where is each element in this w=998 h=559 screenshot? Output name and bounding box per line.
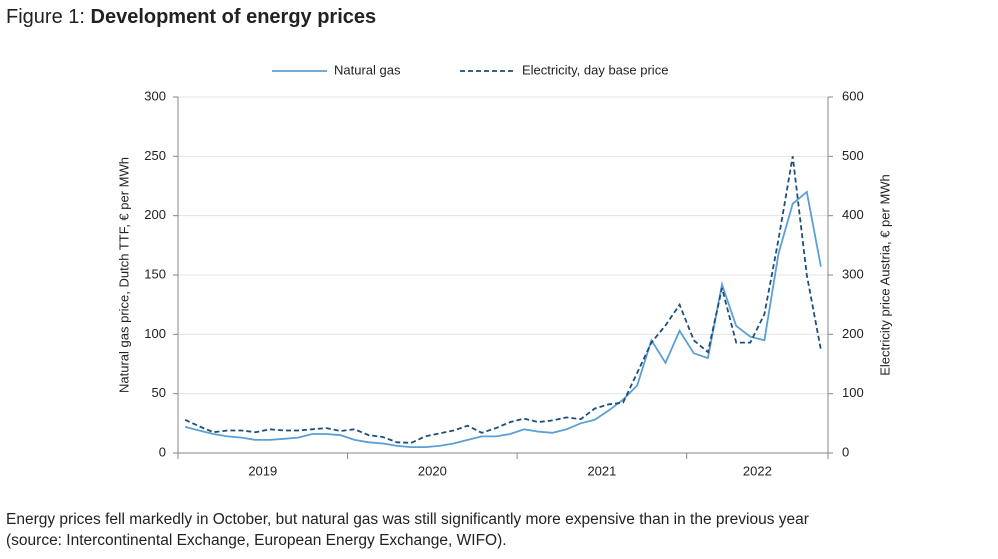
series-line bbox=[184, 156, 822, 444]
y-axis-label: Natural gas price, Dutch TTF, € per MWh bbox=[116, 157, 131, 393]
x-tick-label: 2020 bbox=[418, 463, 447, 478]
y-tick-label: 100 bbox=[144, 326, 166, 341]
y2-tick-label: 200 bbox=[842, 326, 864, 341]
y2-tick-label: 0 bbox=[842, 444, 849, 459]
y2-axis-label: Electricity price Austria, € per MWh bbox=[877, 174, 892, 376]
caption-line: (source: Intercontinental Exchange, Euro… bbox=[6, 532, 507, 549]
x-tick-label: 2021 bbox=[587, 463, 616, 478]
y2-tick-label: 300 bbox=[842, 266, 864, 281]
legend-label: Natural gas bbox=[334, 62, 401, 77]
y-tick-label: 200 bbox=[144, 207, 166, 222]
chart-title: Figure 1: Development of energy prices bbox=[6, 6, 376, 28]
legend-label: Electricity, day base price bbox=[522, 62, 668, 77]
y-tick-label: 150 bbox=[144, 266, 166, 281]
y-tick-label: 0 bbox=[159, 444, 166, 459]
y2-tick-label: 100 bbox=[842, 385, 864, 400]
y2-tick-label: 500 bbox=[842, 148, 864, 163]
series-line bbox=[184, 190, 822, 448]
caption-line: Energy prices fell markedly in October, … bbox=[6, 511, 809, 528]
y-tick-label: 250 bbox=[144, 148, 166, 163]
x-tick-label: 2019 bbox=[248, 463, 277, 478]
y-tick-label: 300 bbox=[144, 88, 166, 103]
title-prefix: Figure 1: bbox=[6, 6, 85, 28]
y2-tick-label: 400 bbox=[842, 207, 864, 222]
title-text: Development of energy prices bbox=[91, 6, 377, 28]
y2-tick-label: 600 bbox=[842, 88, 864, 103]
y-tick-label: 50 bbox=[152, 385, 166, 400]
x-tick-label: 2022 bbox=[743, 463, 772, 478]
